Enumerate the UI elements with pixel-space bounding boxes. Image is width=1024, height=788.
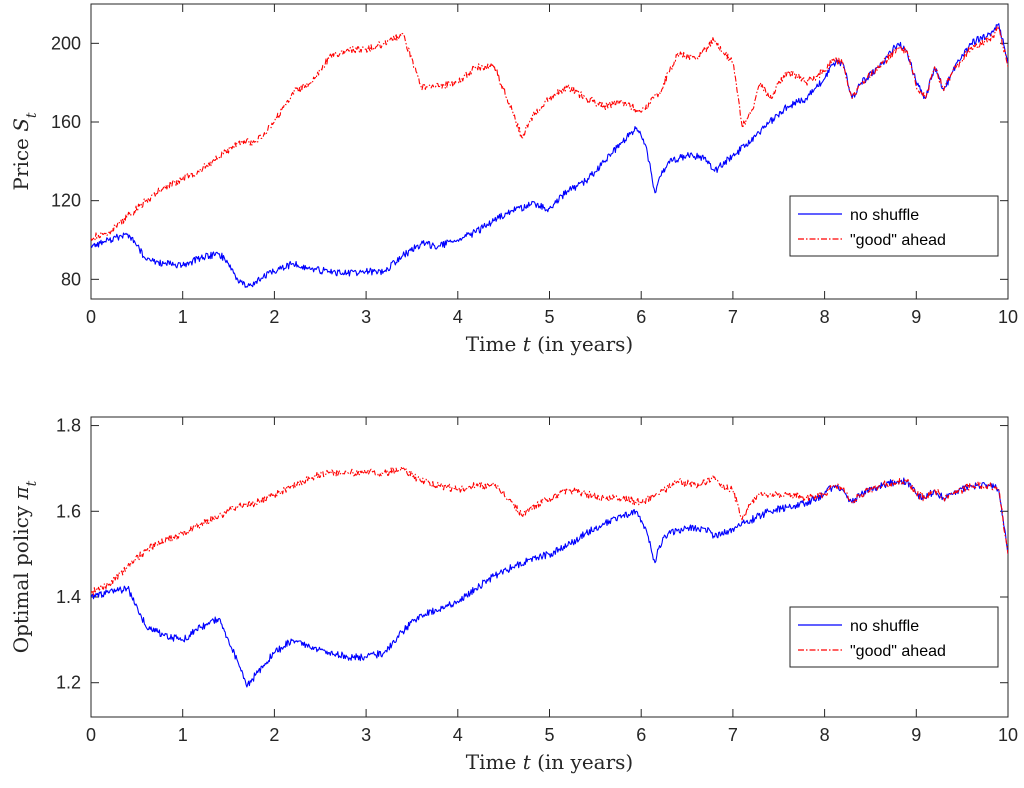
x-tick-label: 9: [911, 725, 921, 745]
legend-label: no shuffle: [850, 618, 919, 635]
legend-label: "good" ahead: [850, 643, 946, 660]
x-tick-label: 10: [998, 307, 1018, 327]
x-tick-label: 7: [728, 307, 738, 327]
series-line-no-shuffle: [91, 477, 1008, 688]
y-tick-label: 200: [51, 33, 81, 53]
legend-label: "good" ahead: [850, 232, 946, 249]
x-axis-label: Time t (in years): [466, 750, 633, 774]
legend-box: [789, 195, 999, 257]
x-tick-label: 6: [636, 725, 646, 745]
chart-panel-1: 0 1 2 3 4 5 6 7 8 9 10 80 120 160 200 Time t (in years)…: [9, 3, 1018, 356]
plot-area-frame: [90, 416, 1009, 718]
x-tick-label: 4: [453, 307, 463, 327]
legend-label: no shuffle: [850, 207, 919, 224]
x-tick-label: 2: [269, 307, 279, 327]
y-tick-label: 80: [61, 269, 81, 289]
x-tick-label: 5: [544, 307, 554, 327]
x-tick-label: 3: [361, 307, 371, 327]
x-tick-label: 9: [911, 307, 921, 327]
chart-panel-2: 0 1 2 3 4 5 6 7 8 9 10 1.2 1.4 1.6 1.8 Time t (in years…: [9, 416, 1018, 774]
legend-box: [789, 606, 999, 668]
x-tick-label: 6: [636, 307, 646, 327]
series-line-good-ahead: [91, 26, 1008, 241]
y-tick-label: 120: [51, 191, 81, 211]
y-tick-label: 1.4: [56, 587, 81, 607]
y-tick-label: 1.6: [56, 501, 81, 521]
series-line-good-ahead: [91, 466, 1008, 596]
legend: no shuffle "good" ahead: [789, 195, 999, 257]
x-tick-label: 2: [269, 725, 279, 745]
x-tick-label: 10: [998, 725, 1018, 745]
x-tick-label: 5: [544, 725, 554, 745]
x-tick-label: 0: [86, 307, 96, 327]
y-tick-label: 1.8: [56, 416, 81, 436]
y-axis-label: Optimal policy πt: [9, 480, 40, 653]
x-tick-label: 8: [820, 725, 830, 745]
y-tick-label: 160: [51, 112, 81, 132]
x-tick-label: 7: [728, 725, 738, 745]
x-tick-label: 8: [820, 307, 830, 327]
x-tick-label: 0: [86, 725, 96, 745]
y-tick-label: 1.2: [56, 673, 81, 693]
x-tick-label: 4: [453, 725, 463, 745]
series-line-no-shuffle: [91, 23, 1008, 288]
legend: no shuffle "good" ahead: [789, 606, 999, 668]
x-axis-label: Time t (in years): [466, 332, 633, 356]
x-tick-label: 1: [178, 307, 188, 327]
x-tick-label: 1: [178, 725, 188, 745]
y-axis-label: Price St: [9, 112, 40, 191]
x-tick-label: 3: [361, 725, 371, 745]
